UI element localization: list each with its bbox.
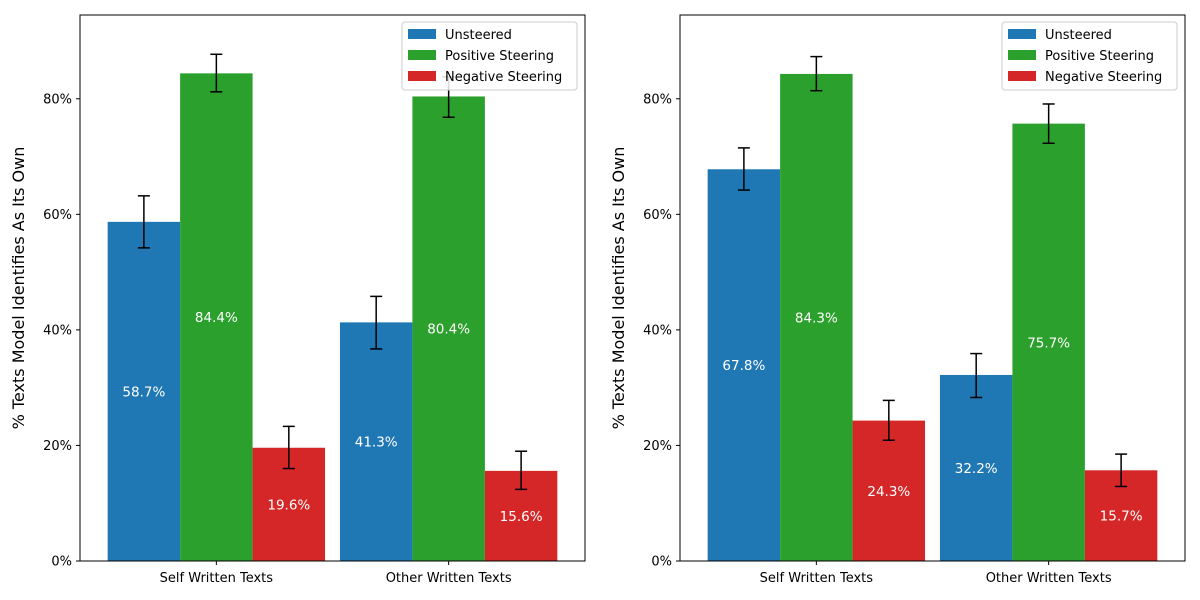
legend-swatch [1008, 71, 1036, 81]
y-tick-label: 80% [43, 92, 72, 107]
x-tick-label: Self Written Texts [760, 571, 874, 586]
chart-panel-2: 67.8% 84.3% 24.3% Self Written Texts 32.2% 75… [609, 14, 1186, 586]
y-axis-label: % Texts Model Identifies As Its Own [609, 147, 628, 430]
bar-unsteered-2 [939, 374, 1013, 561]
error-bar [737, 147, 750, 191]
bar-value-label: 19.6% [267, 497, 310, 513]
legend-entry: Unsteered [1045, 28, 1112, 43]
legend-swatch [1008, 29, 1036, 39]
bar-value-label: 84.3% [795, 310, 838, 326]
error-bar [137, 195, 150, 249]
legend-swatch [408, 50, 436, 60]
legend-swatch [408, 29, 436, 39]
bar-value-label: 75.7% [1027, 335, 1070, 351]
error-bar [282, 425, 295, 470]
bar-value-label: 84.4% [195, 310, 238, 326]
y-tick-label: 0% [51, 555, 72, 570]
y-tick-label: 0% [651, 555, 672, 570]
legend: Unsteered Positive Steering Negative Steer… [1001, 21, 1178, 91]
error-bar [370, 295, 383, 350]
bar-value-label: 58.7% [122, 384, 165, 400]
error-bar [210, 53, 223, 93]
legend-entry: Negative Steering [1045, 70, 1162, 85]
y-tick-label: 80% [643, 92, 672, 107]
bar-value-label: 67.8% [722, 358, 765, 374]
bar-value-label: 32.2% [955, 461, 998, 477]
bar-unsteered-1 [107, 221, 181, 561]
error-bar [1115, 453, 1128, 488]
x-tick-label: Self Written Texts [160, 571, 274, 586]
bar-unsteered-1 [707, 169, 781, 561]
bar-positive-steering-2 [412, 96, 485, 561]
bar-unsteered-2 [339, 322, 413, 561]
error-bar [970, 352, 983, 399]
bar-negative-steering-1 [852, 420, 926, 561]
legend-swatch [408, 71, 436, 81]
chart-panel-1: 58.7% 84.4% 19.6% Self Written Texts 41.3% 80… [9, 14, 586, 586]
error-bar [882, 399, 895, 441]
y-tick-label: 20% [43, 439, 72, 454]
bar-value-label: 24.3% [867, 484, 910, 500]
axes-frame [679, 14, 1186, 562]
legend-entry: Positive Steering [445, 49, 554, 64]
y-tick-label: 60% [643, 208, 672, 223]
error-bar [810, 55, 823, 92]
error-bar [1042, 103, 1055, 145]
legend-entry: Negative Steering [445, 70, 562, 85]
legend-box [1001, 21, 1178, 91]
bar-positive-steering-1 [180, 73, 253, 561]
x-tick-label: Other Written Texts [386, 571, 512, 586]
y-axis-label: % Texts Model Identifies As Its Own [9, 147, 28, 430]
legend-entry: Unsteered [445, 28, 512, 43]
x-tick-label: Other Written Texts [986, 571, 1112, 586]
y-tick-label: 60% [43, 208, 72, 223]
legend-entry: Positive Steering [1045, 49, 1154, 64]
y-tick-label: 40% [643, 323, 672, 338]
bar-value-label: 41.3% [355, 435, 398, 451]
y-tick-label: 40% [43, 323, 72, 338]
bar-value-label: 80.4% [427, 322, 470, 338]
bar-value-label: 15.6% [500, 509, 543, 525]
legend: Unsteered Positive Steering Negative Steer… [401, 21, 578, 91]
bar-positive-steering-2 [1012, 123, 1085, 561]
legend-box [401, 21, 578, 91]
legend-swatch [1008, 50, 1036, 60]
axes-frame [79, 14, 586, 562]
y-tick-label: 20% [643, 439, 672, 454]
bar-positive-steering-1 [780, 73, 853, 561]
bar-value-label: 15.7% [1100, 509, 1143, 525]
error-bar [515, 450, 528, 491]
